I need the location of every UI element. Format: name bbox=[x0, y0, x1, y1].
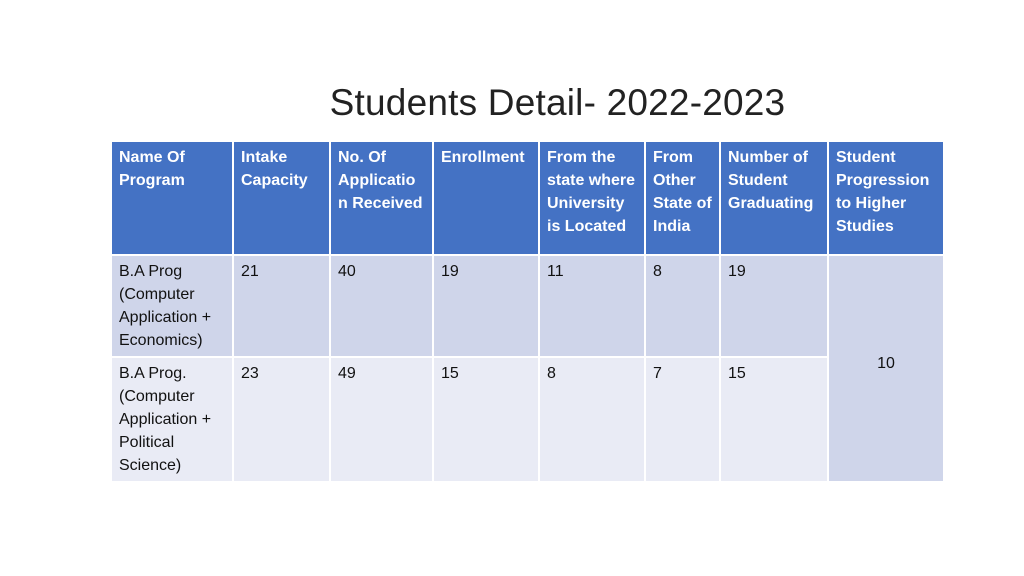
students-detail-table: Name Of Program Intake Capacity No. Of A… bbox=[110, 140, 945, 483]
cell-progression-combined: 10 bbox=[827, 254, 945, 483]
header-graduating: Number of Student Graduating bbox=[719, 140, 829, 256]
cell-intake: 23 bbox=[232, 356, 331, 483]
cell-applications: 49 bbox=[329, 356, 434, 483]
cell-same-state: 11 bbox=[538, 254, 646, 358]
table-row: B.A Prog (Computer Application + Economi… bbox=[110, 254, 945, 483]
slide-title: Students Detail- 2022-2023 bbox=[329, 82, 786, 123]
cell-other-state: 7 bbox=[644, 356, 721, 483]
cell-other-state: 8 bbox=[644, 254, 721, 358]
cell-enrollment: 15 bbox=[432, 356, 540, 483]
cell-same-state: 8 bbox=[538, 356, 646, 483]
cell-enrollment: 19 bbox=[432, 254, 540, 358]
cell-graduating: 15 bbox=[719, 356, 829, 483]
cell-program: B.A Prog (Computer Application + Economi… bbox=[110, 254, 234, 358]
cell-program: B.A Prog. (Computer Application + Politi… bbox=[110, 356, 234, 483]
header-intake-capacity: Intake Capacity bbox=[232, 140, 331, 256]
cell-applications: 40 bbox=[329, 254, 434, 358]
header-program-name: Name Of Program bbox=[110, 140, 234, 256]
header-row: Name Of Program Intake Capacity No. Of A… bbox=[110, 140, 945, 256]
header-progression: Student Progression to Higher Studies bbox=[827, 140, 945, 256]
table-row: B.A Prog. (Computer Application + Politi… bbox=[110, 356, 944, 483]
header-enrollment: Enrollment bbox=[432, 140, 540, 256]
cell-graduating: 19 bbox=[719, 254, 829, 358]
header-applications-received: No. Of Applicatio n Received bbox=[329, 140, 434, 256]
cell-intake: 21 bbox=[232, 254, 331, 358]
header-other-state: From Other State of India bbox=[644, 140, 721, 256]
header-same-state: From the state where University is Locat… bbox=[538, 140, 646, 256]
